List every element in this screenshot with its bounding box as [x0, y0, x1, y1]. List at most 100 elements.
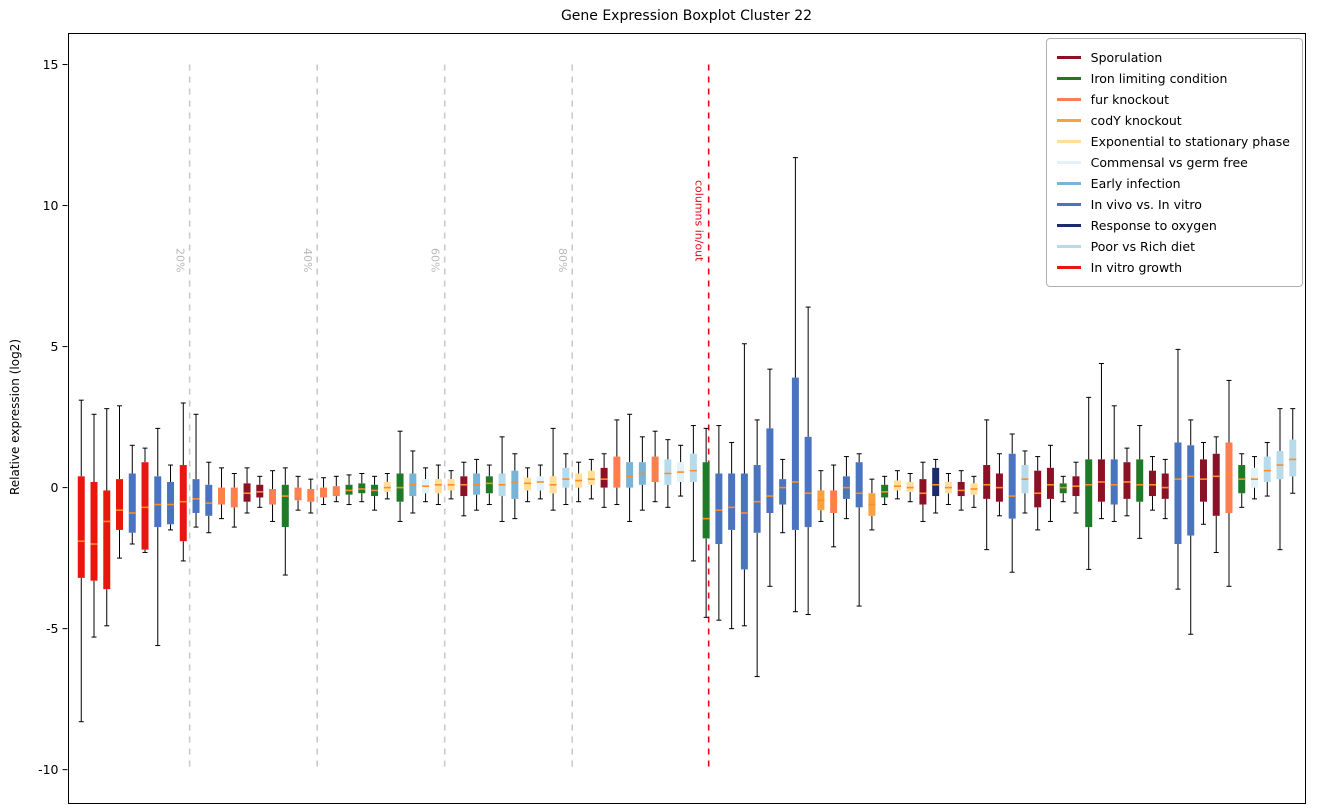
legend-item-poor-vs-rich-diet: Poor vs Rich diet: [1056, 236, 1290, 257]
box-59-cody-knockout: [817, 470, 825, 522]
box-12-fur-knockout: [218, 467, 226, 520]
legend-label-response-to-oxygen: Response to oxygen: [1090, 218, 1217, 233]
box-65-exponential-to-stationary-phase: [893, 470, 901, 500]
box-body: [957, 481, 965, 497]
box-86-sporulation: [1161, 458, 1169, 520]
box-29-exponential-to-stationary-phase: [434, 464, 442, 506]
legend-label-poor-vs-rich-diet: Poor vs Rich diet: [1090, 239, 1195, 254]
box-90-sporulation: [1212, 436, 1220, 553]
box-body: [689, 453, 697, 482]
box-body: [103, 490, 111, 590]
box-body: [983, 465, 991, 499]
box-56-in-vivo-vs-in-vitro: [779, 458, 787, 534]
legend-label-cody-knockout: codY knockout: [1090, 113, 1182, 128]
legend-swatch-iron-limiting-condition: [1056, 77, 1081, 80]
box-body: [702, 462, 710, 539]
box-body: [511, 470, 519, 499]
legend-swatch-sporulation: [1056, 56, 1081, 59]
box-23-iron-limiting-condition: [358, 473, 366, 503]
box-85-sporulation: [1148, 456, 1156, 511]
box-79-sporulation: [1072, 461, 1080, 514]
legend-label-in-vitro-growth: In vitro growth: [1090, 260, 1183, 275]
box-33-iron-limiting-condition: [485, 464, 493, 506]
box-body: [740, 473, 748, 570]
box-67-sporulation: [919, 461, 927, 522]
box-11-in-vivo-vs-in-vitro: [205, 461, 213, 534]
plot-frame: [68, 33, 1306, 804]
box-31-sporulation: [460, 461, 468, 517]
legend-label-iron-limiting-condition: Iron limiting condition: [1090, 71, 1228, 86]
box-7-in-vivo-vs-in-vitro: [154, 427, 162, 647]
box-4-in-vitro-growth: [116, 405, 124, 559]
box-25-exponential-to-stationary-phase: [383, 473, 391, 500]
box-body: [90, 481, 98, 581]
box-body: [1110, 459, 1118, 505]
box-45-early-infection: [638, 436, 646, 511]
box-16-fur-knockout: [269, 470, 277, 522]
legend-item-sporulation: Sporulation: [1056, 47, 1290, 68]
box-20-fur-knockout: [320, 477, 328, 506]
legend-swatch-cody-knockout: [1056, 119, 1081, 122]
box-body: [460, 476, 468, 497]
box-52-in-vivo-vs-in-vitro: [728, 441, 736, 630]
box-39-poor-vs-rich-diet: [562, 453, 570, 506]
box-74-in-vivo-vs-in-vitro: [1008, 433, 1016, 573]
box-body: [434, 479, 442, 494]
legend-label-in-vivo-vs-in-vitro: In vivo vs. In vitro: [1090, 197, 1202, 212]
box-96-poor-vs-rich-diet: [1289, 408, 1297, 494]
box-3-in-vitro-growth: [103, 408, 111, 627]
legend-swatch-fur-knockout: [1056, 98, 1081, 101]
legend-item-in-vitro-growth: In vitro growth: [1056, 257, 1290, 278]
legend-item-commensal-vs-germ-free: Commensal vs germ free: [1056, 152, 1290, 173]
box-72-sporulation: [983, 419, 991, 551]
box-body: [728, 473, 736, 530]
box-15-sporulation: [256, 475, 264, 508]
box-body: [179, 465, 187, 542]
box-48-commensal-vs-germ-free: [677, 444, 685, 497]
box-30-exponential-to-stationary-phase: [447, 470, 455, 500]
y-tick-label: 0: [51, 480, 59, 495]
box-body: [932, 467, 940, 497]
box-14-sporulation: [243, 467, 251, 514]
legend-item-response-to-oxygen: Response to oxygen: [1056, 215, 1290, 236]
box-64-iron-limiting-condition: [881, 475, 889, 506]
vline-label-40: 40%: [301, 248, 314, 272]
box-body: [154, 476, 162, 528]
legend-swatch-in-vitro-growth: [1056, 266, 1081, 269]
box-32-early-infection: [473, 458, 481, 511]
box-55-in-vivo-vs-in-vitro: [766, 368, 774, 587]
legend-item-exponential-to-stationary-phase: Exponential to stationary phase: [1056, 131, 1290, 152]
legend-swatch-commensal-vs-germ-free: [1056, 161, 1081, 164]
box-27-early-infection: [409, 450, 417, 514]
box-92-iron-limiting-condition: [1238, 453, 1246, 508]
box-75-poor-vs-rich-diet: [1021, 450, 1029, 514]
box-53-in-vivo-vs-in-vitro: [740, 343, 748, 627]
box-62-in-vivo-vs-in-vitro: [855, 453, 863, 607]
box-body: [1263, 456, 1271, 482]
box-5-in-vivo-vs-in-vitro: [128, 444, 136, 545]
legend-item-fur-knockout: fur knockout: [1056, 89, 1290, 110]
legend-item-cody-knockout: codY knockout: [1056, 110, 1290, 131]
legend-swatch-in-vivo-vs-in-vitro: [1056, 203, 1081, 206]
box-66-exponential-to-stationary-phase: [906, 473, 914, 503]
vline-label-80: 80%: [556, 248, 569, 272]
box-body: [753, 465, 761, 533]
box-body: [128, 473, 136, 533]
box-17-iron-limiting-condition: [281, 467, 289, 576]
box-94-poor-vs-rich-diet: [1263, 441, 1271, 497]
box-18-fur-knockout: [294, 475, 302, 511]
box-body: [1136, 459, 1144, 502]
box-body: [804, 436, 812, 528]
box-83-sporulation: [1123, 447, 1131, 517]
legend: Sporulation Iron limiting condition fur kn…: [1045, 38, 1303, 287]
box-body: [779, 479, 787, 505]
box-body: [141, 462, 149, 550]
box-body: [855, 462, 863, 508]
box-80-iron-limiting-condition: [1085, 396, 1093, 570]
legend-label-commensal-vs-germ-free: Commensal vs germ free: [1090, 155, 1248, 170]
box-34-poor-vs-rich-diet: [498, 436, 506, 522]
legend-label-exponential-to-stationary-phase: Exponential to stationary phase: [1090, 134, 1290, 149]
box-61-in-vivo-vs-in-vitro: [842, 456, 850, 520]
y-tick-label: -5: [46, 621, 58, 636]
